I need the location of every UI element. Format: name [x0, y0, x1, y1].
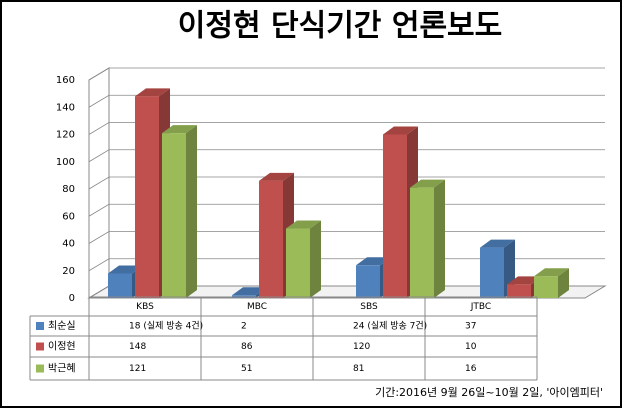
- bar: [286, 228, 310, 298]
- grid-line: [88, 122, 605, 135]
- legend-label: 최순실: [48, 320, 76, 332]
- table-cell: 24 (실제 방송 7건): [353, 321, 427, 332]
- legend-swatch: [36, 364, 44, 373]
- bar-top: [534, 268, 569, 277]
- bar-top: [259, 172, 294, 181]
- bar: [108, 273, 132, 298]
- y-tick-label: 0: [69, 293, 75, 304]
- bar: [507, 284, 531, 298]
- bar-top: [162, 125, 197, 134]
- y-tick-label: 120: [56, 130, 75, 141]
- bar-top: [356, 257, 391, 266]
- bar-side: [558, 268, 569, 298]
- bar: [410, 187, 434, 298]
- bar: [383, 134, 407, 298]
- table-cell: 86: [241, 342, 253, 352]
- legend-label: 박근혜: [48, 363, 76, 375]
- grid-line: [88, 67, 605, 81]
- y-tick-label: 160: [56, 75, 75, 86]
- bar-side: [310, 220, 321, 298]
- table-cell: 2: [241, 322, 247, 332]
- chart-title: 이정현 단식기간 언론보도: [178, 9, 503, 44]
- y-tick-label: 60: [62, 211, 75, 222]
- bar: [480, 247, 504, 298]
- table-cell: 10: [465, 342, 477, 352]
- table-cell: 120: [353, 342, 370, 352]
- footnote: 기간:2016년 9월 26일~10월 2일, '아이엠피터': [375, 385, 603, 399]
- bar-top: [108, 265, 143, 274]
- table-cell: 37: [465, 322, 476, 332]
- grid-line: [88, 94, 605, 108]
- bar: [135, 96, 159, 298]
- bar-side: [434, 179, 445, 298]
- y-tick-label: 40: [62, 239, 75, 250]
- legend-swatch: [36, 322, 44, 330]
- bar-side: [186, 125, 197, 298]
- grid-line: [88, 176, 605, 190]
- legend-label: 이정현: [48, 341, 76, 353]
- bar-top: [480, 239, 515, 248]
- bar: [534, 276, 558, 298]
- x-tick-label: SBS: [360, 302, 378, 312]
- table-cell: 148: [129, 342, 146, 352]
- bar: [162, 133, 186, 298]
- bar-top: [410, 179, 445, 188]
- x-tick-label: KBS: [136, 302, 154, 312]
- y-tick-label: 80: [62, 184, 75, 195]
- y-tick-label: 100: [56, 157, 75, 168]
- bar-top: [232, 287, 267, 296]
- table-cell: 51: [241, 364, 252, 374]
- x-tick-label: MBC: [247, 302, 267, 312]
- legend-swatch: [36, 342, 44, 351]
- x-tick-label: JTBC: [470, 302, 491, 312]
- bar: [356, 265, 380, 298]
- table-cell: 18 (실제 방송 4건): [129, 321, 203, 332]
- bar-top: [383, 126, 418, 135]
- bar-top: [135, 88, 170, 97]
- bar-top: [286, 220, 321, 229]
- table-cell: 121: [129, 364, 146, 374]
- y-tick-label: 140: [56, 102, 75, 113]
- table-cell: 16: [465, 364, 477, 374]
- table-cell: 81: [353, 364, 364, 374]
- y-tick-label: 20: [62, 266, 75, 277]
- grid-line: [88, 149, 605, 163]
- bar: [259, 180, 283, 298]
- bar-top: [507, 276, 542, 285]
